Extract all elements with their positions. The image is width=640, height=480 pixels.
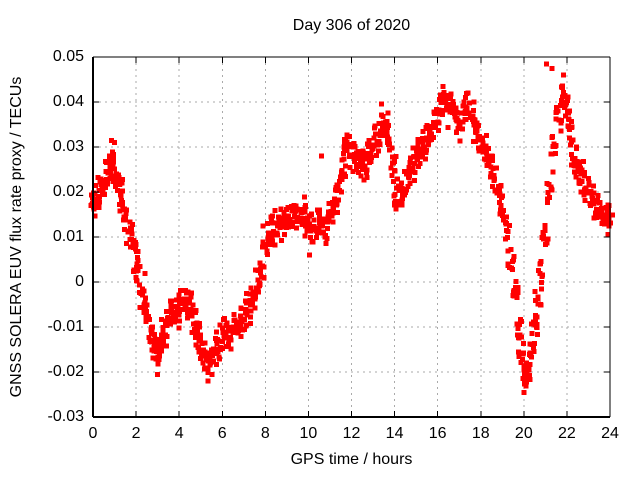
y-tick-label: 0.02 bbox=[52, 183, 84, 200]
y-tick-label: 0.05 bbox=[52, 48, 84, 65]
chart-title: Day 306 of 2020 bbox=[292, 17, 411, 34]
y-tick-label: 0.04 bbox=[52, 93, 84, 110]
x-tick-label: 12 bbox=[342, 425, 361, 442]
y-tick-label: -0.01 bbox=[47, 318, 84, 335]
y-tick-label: -0.03 bbox=[47, 408, 84, 425]
x-tick-label: 2 bbox=[131, 425, 141, 442]
y-tick-label: 0.03 bbox=[52, 138, 84, 155]
x-tick-label: 24 bbox=[601, 425, 619, 442]
x-tick-label: 14 bbox=[385, 425, 404, 442]
x-tick-label: 0 bbox=[88, 425, 98, 442]
y-tick-label: 0.01 bbox=[52, 228, 84, 245]
x-tick-label: 20 bbox=[514, 425, 533, 442]
x-tick-label: 8 bbox=[260, 425, 270, 442]
x-tick-label: 16 bbox=[428, 425, 447, 442]
axis-ticks bbox=[92, 56, 611, 418]
x-tick-label: 6 bbox=[217, 425, 227, 442]
x-tick-label: 4 bbox=[174, 425, 184, 442]
y-tick-label: 0 bbox=[75, 273, 84, 290]
data-points bbox=[88, 61, 616, 395]
y-tick-label: -0.02 bbox=[47, 363, 84, 380]
x-tick-label: 22 bbox=[558, 425, 576, 442]
x-tick-label: 10 bbox=[299, 425, 318, 442]
x-axis-label: GPS time / hours bbox=[290, 451, 413, 468]
x-tick-label: 18 bbox=[471, 425, 490, 442]
